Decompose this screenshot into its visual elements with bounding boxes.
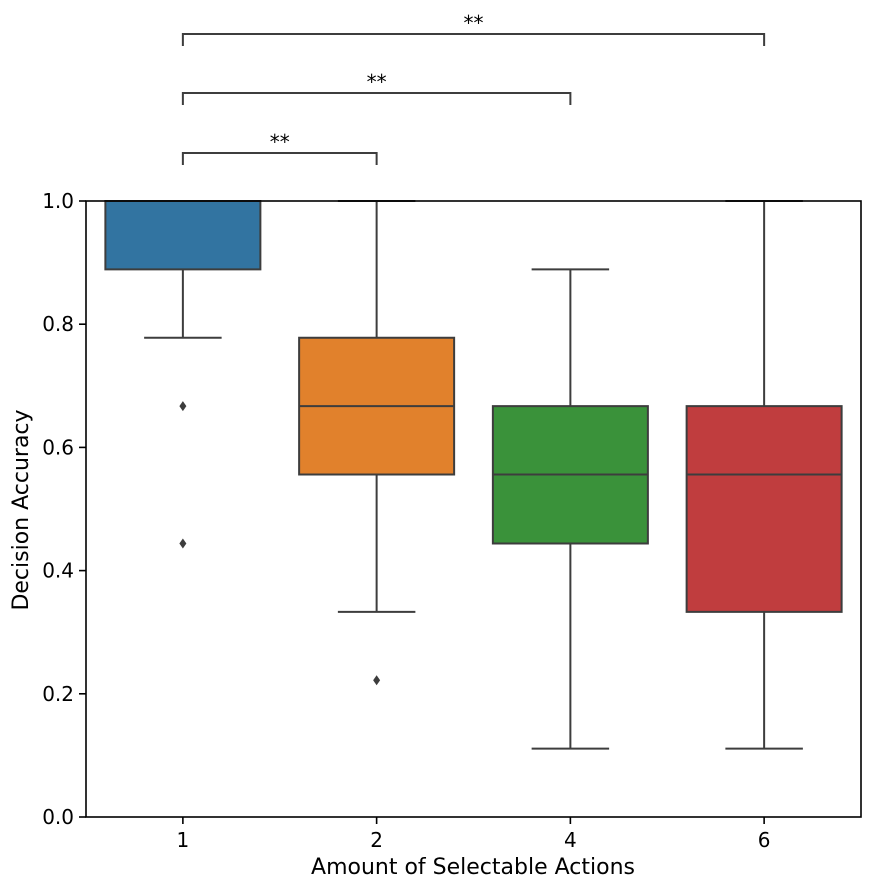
x-axis-label: Amount of Selectable Actions bbox=[311, 855, 635, 880]
y-tick-label: 0.4 bbox=[42, 559, 74, 583]
x-axis: 1 2 4 6 bbox=[177, 817, 771, 852]
significance-bracket: ** bbox=[181, 11, 766, 46]
plot-frame bbox=[85, 200, 862, 818]
bracket-line bbox=[181, 92, 572, 105]
bracket-line bbox=[181, 33, 766, 46]
x-tick-label: 1 bbox=[177, 828, 190, 852]
x-tick-label: 2 bbox=[370, 828, 383, 852]
bracket-line bbox=[181, 152, 378, 165]
significance-label: ** bbox=[270, 130, 290, 154]
significance-bracket: ** bbox=[181, 130, 378, 165]
box-iqr bbox=[685, 405, 843, 613]
boxes-layer bbox=[104, 200, 843, 750]
box-group-4 bbox=[491, 268, 649, 750]
outlier-point bbox=[373, 675, 381, 686]
y-tick-label: 0.2 bbox=[42, 682, 74, 706]
y-axis: 0.0 0.2 0.4 0.6 0.8 1.0 bbox=[42, 189, 86, 829]
y-tick-label: 0.6 bbox=[42, 435, 74, 459]
y-tick-label: 0.8 bbox=[42, 312, 74, 336]
box-group-2 bbox=[298, 200, 456, 686]
x-tick-label: 6 bbox=[758, 828, 771, 852]
y-tick-label: 1.0 bbox=[42, 189, 74, 213]
y-tick-label: 0.0 bbox=[42, 805, 74, 829]
significance-label: ** bbox=[464, 11, 484, 35]
x-tick-label: 4 bbox=[564, 828, 577, 852]
significance-brackets: ** ** ** bbox=[181, 11, 766, 165]
box-iqr bbox=[104, 200, 262, 271]
significance-label: ** bbox=[367, 70, 387, 94]
outlier-point bbox=[179, 538, 187, 549]
outlier-point bbox=[179, 401, 187, 412]
y-axis-label: Decision Accuracy bbox=[9, 409, 34, 610]
significance-bracket: ** bbox=[181, 70, 572, 105]
